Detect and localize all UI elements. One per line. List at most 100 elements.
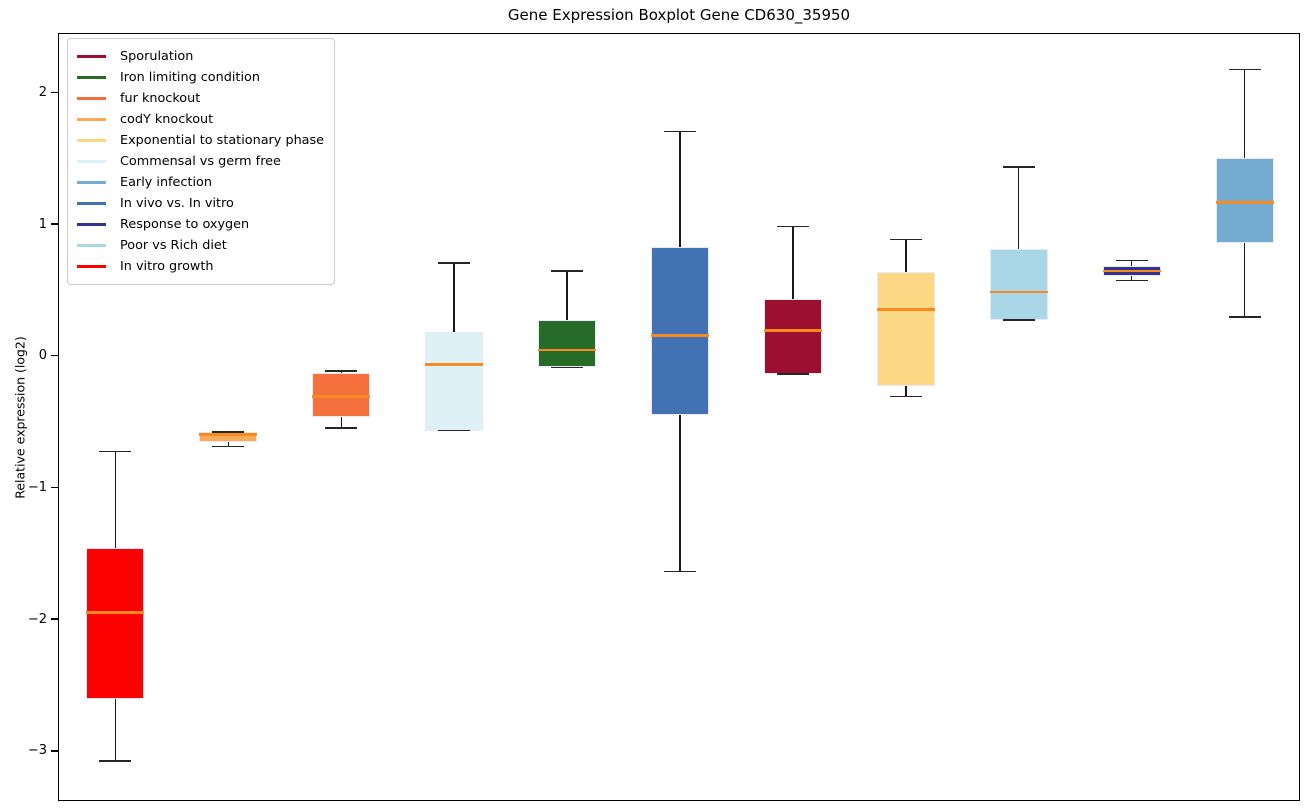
lower-whisker-cap — [551, 366, 584, 369]
legend-label: In vitro growth — [120, 259, 214, 274]
legend-item-iron-limiting-condition: Iron limiting condition — [77, 67, 324, 88]
y-tick-mark — [51, 618, 58, 620]
upper-whisker-line — [792, 226, 794, 299]
box — [763, 298, 822, 374]
lower-whisker-line — [905, 385, 907, 397]
lower-whisker-cap — [325, 427, 358, 429]
y-tick-label: −3 — [27, 743, 47, 759]
legend-item-response-to-oxygen: Response to oxygen — [77, 214, 324, 235]
upper-whisker-line — [1243, 69, 1246, 158]
y-tick-mark — [51, 223, 58, 225]
plot-area: Sporulation Iron limiting condition fur kn… — [58, 33, 1300, 801]
legend-item-in-vivo-vs-in-vitro: In vivo vs. In vitro — [77, 193, 324, 214]
y-tick-label: 0 — [38, 348, 47, 364]
box — [425, 331, 484, 431]
lower-whisker-cap — [889, 395, 922, 397]
lower-whisker-line — [1130, 276, 1133, 281]
upper-whisker-cap — [212, 431, 245, 433]
legend-label: In vivo vs. In vitro — [120, 196, 234, 211]
y-tick-mark — [51, 91, 58, 94]
legend-label: Early infection — [120, 175, 212, 190]
legend-item-exponential-to-stationary-phase: Exponential to stationary phase — [77, 130, 324, 151]
median-line — [763, 329, 822, 332]
legend-label: Response to oxygen — [120, 217, 250, 232]
legend-label: Exponential to stationary phase — [120, 133, 325, 148]
legend-label: fur knockout — [120, 91, 201, 106]
lower-whisker-cap — [212, 445, 245, 448]
legend-label: Iron limiting condition — [120, 70, 260, 85]
legend-swatch — [77, 202, 106, 205]
upper-whisker-cap — [1002, 166, 1035, 168]
legend-label: Poor vs Rich diet — [120, 238, 227, 253]
legend-label: Commensal vs germ free — [120, 154, 281, 169]
box — [312, 372, 371, 418]
lower-whisker-line — [340, 417, 343, 428]
median-line — [1215, 201, 1274, 204]
median-line — [989, 290, 1048, 294]
legend-label: Sporulation — [120, 49, 194, 64]
y-tick-label: 1 — [38, 216, 47, 232]
lower-whisker-cap — [1115, 279, 1148, 282]
upper-whisker-cap — [889, 238, 922, 241]
median-line — [199, 433, 258, 436]
upper-whisker-line — [566, 271, 568, 320]
lower-whisker-line — [1243, 243, 1246, 318]
legend-item-early-infection: Early infection — [77, 172, 324, 193]
lower-whisker-cap — [776, 373, 809, 375]
upper-whisker-cap — [551, 270, 584, 272]
median-line — [1102, 269, 1161, 273]
lower-whisker-line — [114, 699, 117, 762]
y-tick-mark — [51, 750, 58, 752]
lower-whisker-cap — [1228, 316, 1261, 318]
upper-whisker-line — [679, 131, 681, 248]
lower-whisker-cap — [1002, 319, 1035, 321]
upper-whisker-cap — [1115, 259, 1148, 262]
legend-swatch — [77, 139, 106, 142]
box — [876, 272, 935, 386]
legend-swatch — [77, 55, 106, 58]
lower-whisker-line — [227, 442, 230, 447]
upper-whisker-line — [453, 263, 455, 332]
lower-whisker-cap — [438, 429, 471, 432]
median-line — [651, 334, 709, 337]
upper-whisker-cap — [325, 370, 358, 372]
legend-swatch — [77, 244, 106, 247]
upper-whisker-cap — [664, 130, 696, 133]
legend-swatch — [77, 223, 106, 226]
box — [1215, 157, 1274, 244]
upper-whisker-line — [905, 239, 907, 273]
legend-swatch — [77, 265, 106, 268]
legend-swatch — [77, 97, 106, 100]
median-line — [538, 348, 597, 352]
y-tick-label: 2 — [38, 84, 47, 100]
y-tick-label: −2 — [27, 611, 47, 627]
legend: Sporulation Iron limiting condition fur kn… — [67, 38, 336, 285]
legend-item-sporulation: Sporulation — [77, 46, 324, 67]
box — [538, 319, 597, 368]
upper-whisker-cap — [438, 262, 471, 264]
chart-title: Gene Expression Boxplot Gene CD630_35950 — [507, 6, 851, 24]
legend-item-poor-vs-rich-diet: Poor vs Rich diet — [77, 235, 324, 256]
y-axis-label: Relative expression (log2) — [12, 336, 28, 499]
legend-item-commensal-vs-germ-free: Commensal vs germ free — [77, 151, 324, 172]
median-line — [425, 363, 484, 366]
lower-whisker-cap — [664, 570, 696, 573]
lower-whisker-line — [679, 414, 681, 572]
upper-whisker-line — [1130, 260, 1133, 266]
legend-item-cody-knockout: codY knockout — [77, 109, 324, 130]
upper-whisker-line — [114, 451, 117, 548]
median-line — [312, 395, 371, 398]
y-tick-mark — [51, 354, 58, 357]
box — [989, 248, 1048, 320]
upper-whisker-cap — [99, 450, 132, 453]
legend-swatch — [77, 160, 106, 163]
legend-swatch — [77, 118, 106, 121]
upper-whisker-cap — [776, 225, 809, 228]
median-line — [876, 308, 935, 311]
lower-whisker-cap — [99, 760, 132, 762]
legend-swatch — [77, 181, 106, 184]
legend-item-in-vitro-growth: In vitro growth — [77, 256, 324, 277]
upper-whisker-line — [1017, 167, 1020, 249]
upper-whisker-cap — [1228, 68, 1261, 71]
